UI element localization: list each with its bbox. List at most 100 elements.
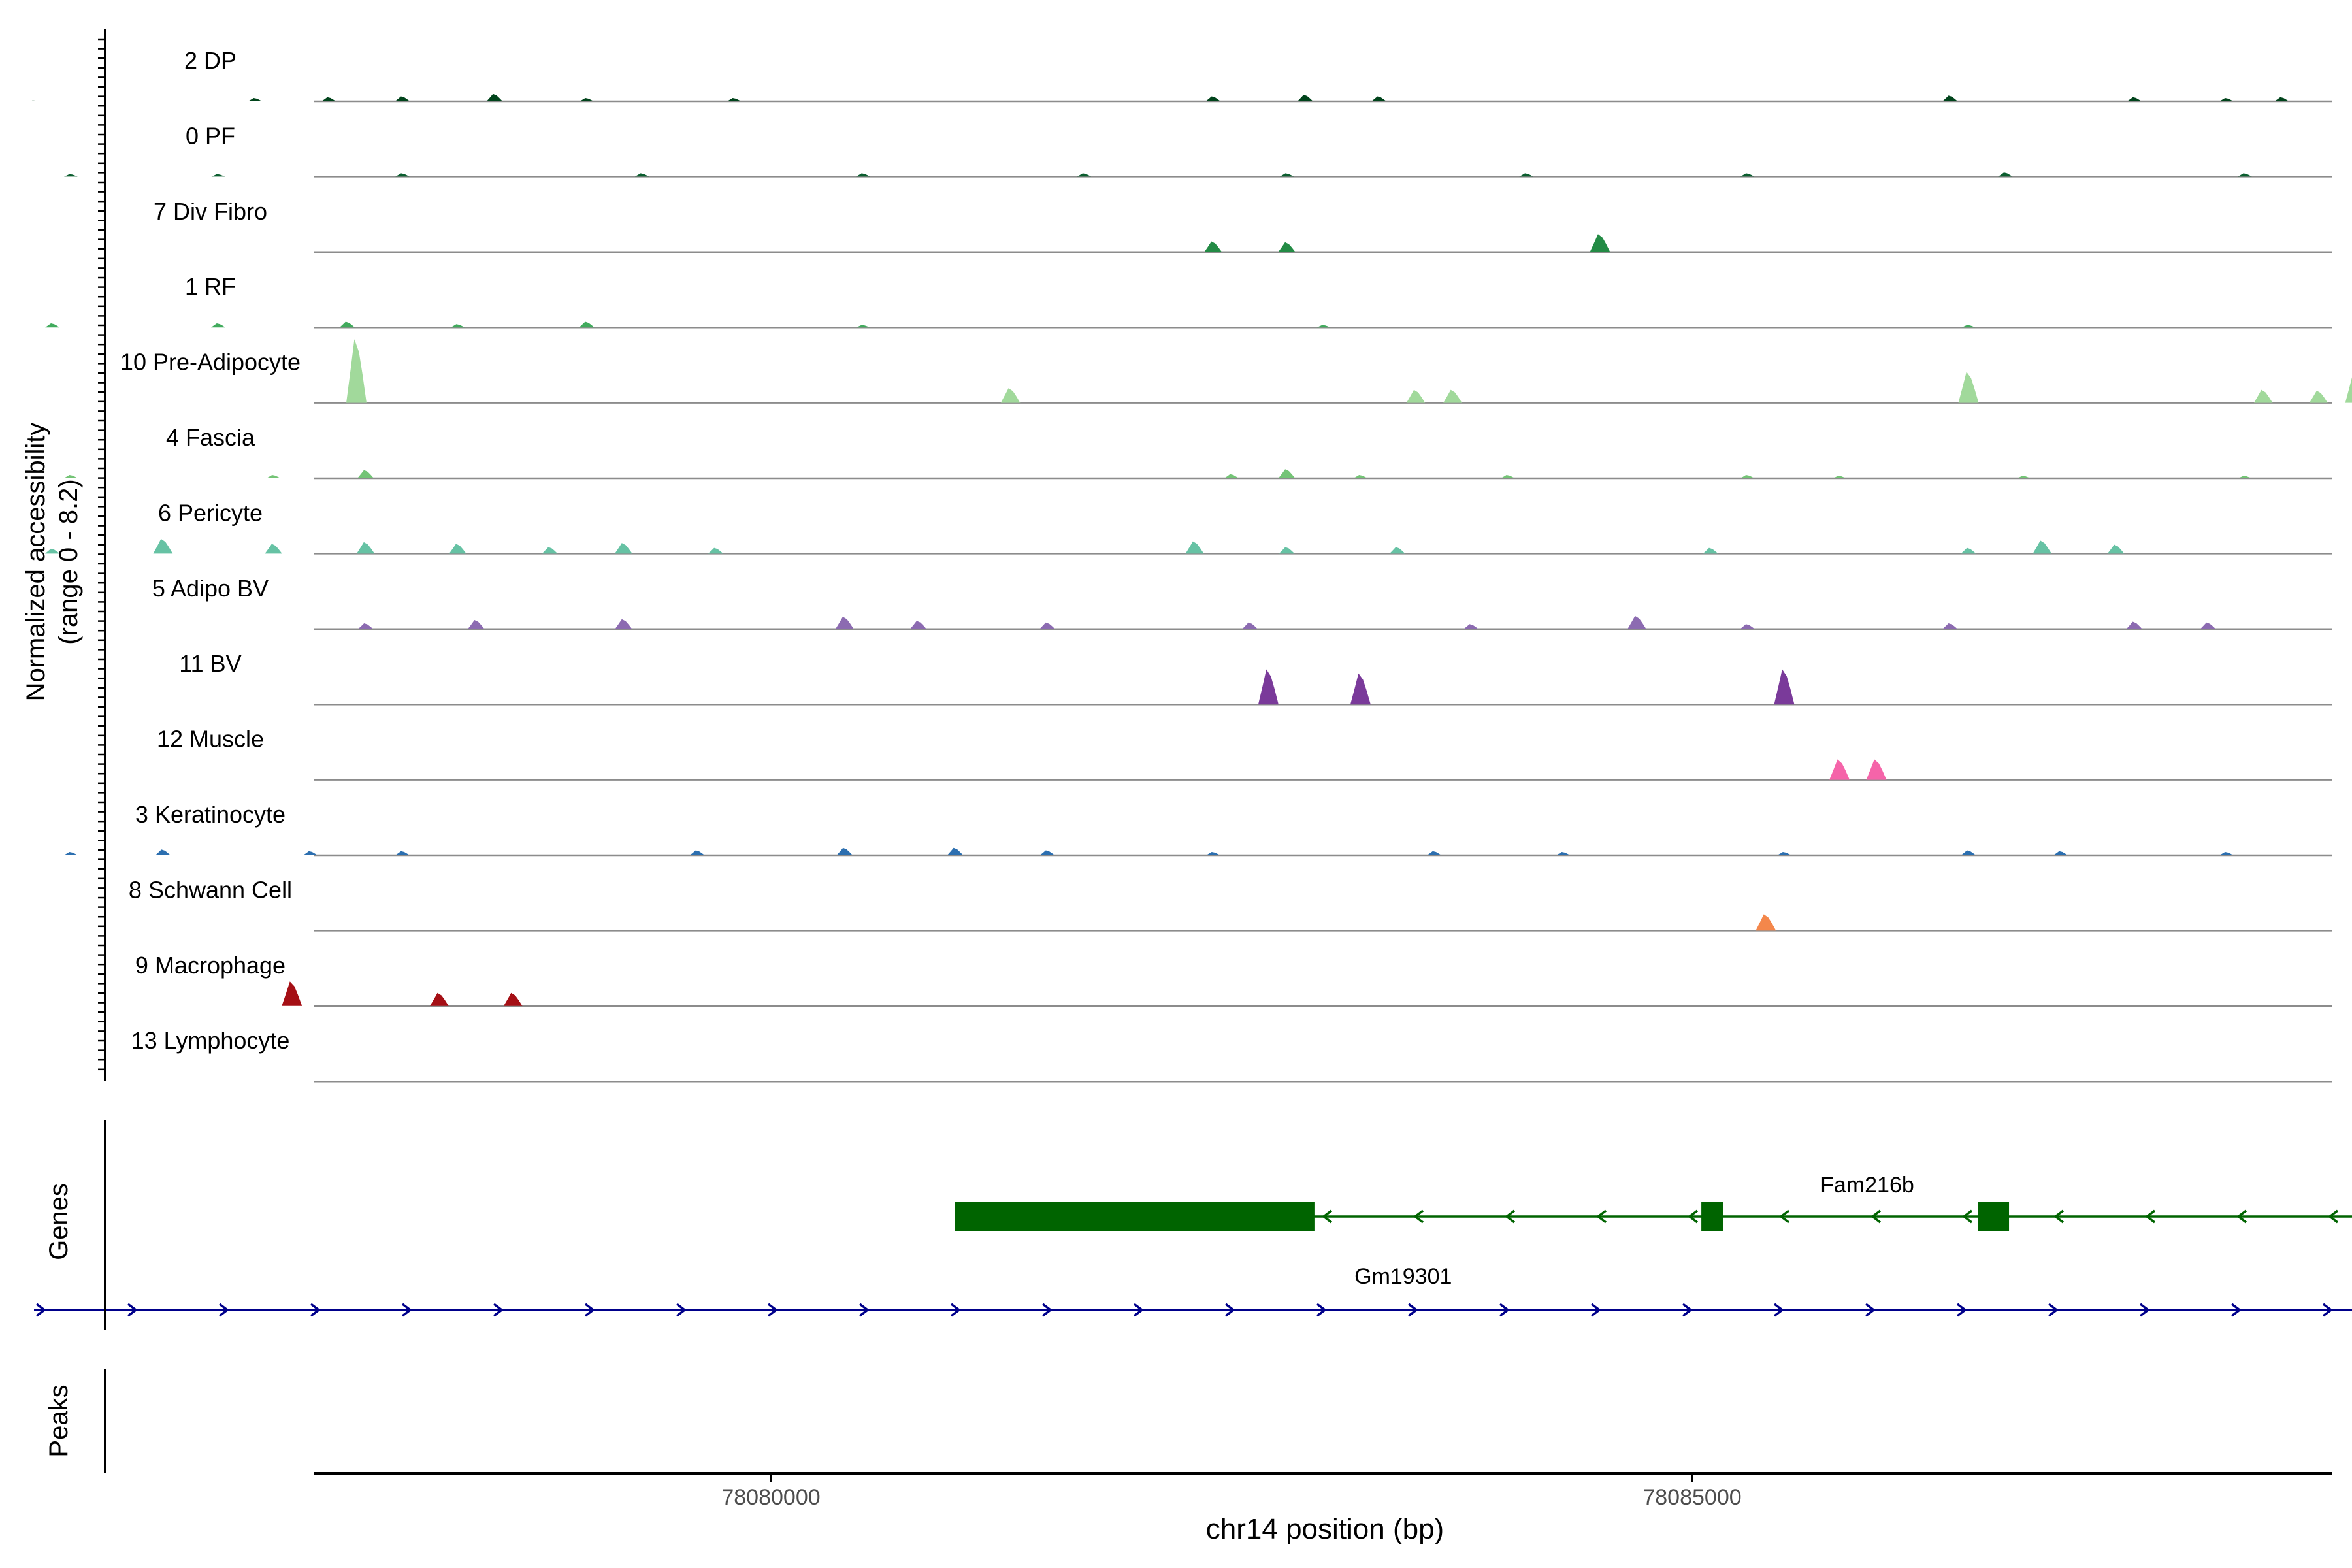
coverage-peak xyxy=(1279,547,1295,554)
track: 13 Lymphocyte xyxy=(131,1027,2332,1083)
coverage-peak xyxy=(346,339,367,403)
strand-arrow xyxy=(2145,1209,2156,1224)
strand-arrow xyxy=(2053,1209,2065,1224)
coverage-peak xyxy=(856,325,870,328)
coverage-peak xyxy=(1242,622,1258,629)
track: 9 Macrophage xyxy=(135,952,2332,1007)
coverage-peak xyxy=(1961,850,1976,855)
strand-arrow xyxy=(1870,1209,1882,1224)
coverage-peak xyxy=(486,93,503,101)
coverage-peak xyxy=(1278,242,1296,252)
coverage-peak xyxy=(910,621,927,629)
genes-panel-label: Genes xyxy=(44,1183,73,1260)
strand-arrow xyxy=(1322,1209,1333,1224)
track-label: 4 Fascia xyxy=(166,424,255,451)
coverage-peak xyxy=(1204,241,1222,252)
genes-layer: Fam216b Gm19301 xyxy=(34,1173,2352,1317)
coverage-peak xyxy=(1185,541,1204,554)
coverage-peak xyxy=(63,475,78,478)
coverage-peak xyxy=(1389,547,1405,554)
coverage-peak xyxy=(1205,96,1221,101)
coverage-peak xyxy=(1961,547,1976,554)
coverage-peak xyxy=(1829,759,1850,780)
strand-arrow xyxy=(1682,1303,1693,1317)
strand-arrow xyxy=(767,1303,778,1317)
coverage-peak xyxy=(503,992,523,1006)
y-axis-label-line1: Normalized accessibility xyxy=(22,423,50,702)
strand-arrow xyxy=(2236,1209,2247,1224)
coverage-peak xyxy=(358,623,374,629)
coverage-peak xyxy=(64,174,78,177)
strand-arrow xyxy=(2048,1303,2059,1317)
gene-exon xyxy=(955,1202,1315,1231)
coverage-peak xyxy=(395,96,410,101)
coverage-peak xyxy=(430,992,449,1006)
strand-arrow xyxy=(1596,1209,1607,1224)
strand-arrow xyxy=(1865,1303,1876,1317)
strand-arrow xyxy=(676,1303,687,1317)
coverage-peak xyxy=(1463,624,1478,629)
coverage-peak xyxy=(1703,547,1718,554)
strand-arrow xyxy=(127,1303,138,1317)
coverage-peak xyxy=(357,470,374,478)
coverage-peak xyxy=(2126,621,2142,629)
track: 11 BV xyxy=(179,650,2332,706)
track: 2 DP xyxy=(27,47,2332,103)
gene-exon xyxy=(1978,1202,2010,1231)
strand-arrow xyxy=(1041,1303,1053,1317)
coverage-peak xyxy=(615,619,632,629)
coverage-peak xyxy=(1316,325,1331,328)
coverage-peak xyxy=(1942,623,1958,629)
coverage-peak xyxy=(615,543,632,554)
coverage-peak xyxy=(2053,851,2068,855)
track: 3 Keratinocyte xyxy=(63,801,2332,857)
coverage-peak xyxy=(63,852,78,855)
strand-arrow xyxy=(2139,1303,2150,1317)
coverage-peak xyxy=(1998,172,2013,177)
tracks-layer: 2 DP 0 PF 7 Div Fibro 1 RF 10 Pre-Adipocyte 4… xyxy=(27,47,2352,1083)
strand-arrow xyxy=(493,1303,504,1317)
coverage-peak xyxy=(1350,673,1371,705)
coverage-peak xyxy=(395,851,410,855)
coverage-peak xyxy=(836,847,853,855)
y-axis-ticks xyxy=(98,38,105,1071)
strand-arrow xyxy=(1413,1209,1424,1224)
coverage-peak xyxy=(2309,390,2328,403)
coverage-peak xyxy=(468,620,485,629)
coverage-peak xyxy=(1627,615,1646,629)
coverage-peak xyxy=(1000,388,1021,403)
coverage-peak xyxy=(1443,389,1462,403)
strand-arrow xyxy=(1505,1209,1516,1224)
coverage-peak xyxy=(2253,389,2273,403)
coverage-peak xyxy=(580,98,594,101)
coverage-peak xyxy=(1258,669,1279,705)
coverage-peak xyxy=(2274,97,2289,101)
strand-arrow xyxy=(1590,1303,1601,1317)
coverage-peak xyxy=(542,547,558,554)
coverage-peak xyxy=(1777,852,1791,855)
coverage-peak xyxy=(1353,475,1368,478)
coverage-peak xyxy=(1077,173,1092,177)
track: 5 Adipo BV xyxy=(152,575,2332,630)
coverage-peak xyxy=(2345,377,2352,403)
coverage-peak xyxy=(634,173,649,177)
coverage-peak xyxy=(856,173,870,177)
coverage-peak xyxy=(1774,669,1795,705)
coverage-peak xyxy=(1224,474,1239,478)
coverage-peak xyxy=(2017,476,2031,478)
strand-arrow xyxy=(218,1303,229,1317)
strand-arrow xyxy=(2328,1209,2339,1224)
coverage-peak xyxy=(45,323,60,328)
track-label: 5 Adipo BV xyxy=(152,575,269,602)
coverage-peak xyxy=(1961,325,1976,328)
coverage-peak xyxy=(321,97,336,101)
strand-arrow xyxy=(1407,1303,1418,1317)
coverage-peak xyxy=(1297,95,1313,101)
coverage-peak xyxy=(2238,476,2252,478)
x-tick-label: 78080000 xyxy=(721,1485,820,1510)
track: 1 RF xyxy=(45,273,2332,329)
track-label: 3 Keratinocyte xyxy=(135,801,286,828)
coverage-peak xyxy=(1740,624,1755,629)
coverage-peak xyxy=(44,548,60,554)
track: 4 Fascia xyxy=(63,424,2332,480)
